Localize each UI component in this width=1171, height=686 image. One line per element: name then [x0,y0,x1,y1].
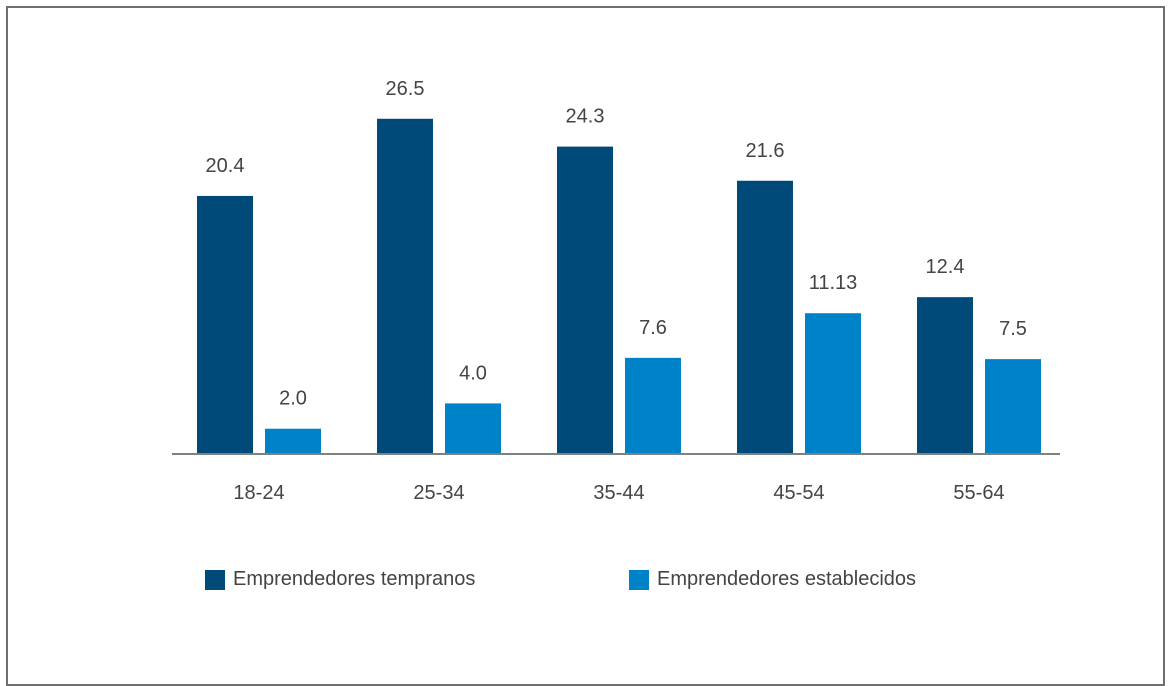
data-label-series-2-45-54: 11.13 [809,272,858,294]
x-tick-label-55-64: 55-64 [953,482,1004,504]
legend-label-series-2: Emprendedores establecidos [657,568,917,590]
data-label-series-1-25-34: 26.5 [386,78,425,100]
data-label-series-1-45-54: 21.6 [746,140,785,162]
data-label-series-2-35-44: 7.6 [639,317,667,339]
bar-series-1-55-64 [917,297,973,454]
x-tick-label-45-54: 45-54 [773,482,824,504]
data-label-series-2-18-24: 2.0 [279,388,307,410]
bar-series-2-18-24 [265,428,321,454]
data-label-series-1-35-44: 24.3 [566,106,605,128]
x-tick-label-35-44: 35-44 [593,482,644,504]
legend-item-series-1: Emprendedores tempranos [205,568,475,591]
legend-item-series-2: Emprendedores establecidos [629,568,916,591]
data-label-series-2-25-34: 4.0 [459,362,487,384]
bar-series-2-35-44 [625,357,681,454]
legend-swatch-series-1 [205,569,225,590]
bar-series-1-35-44 [557,146,613,455]
data-label-series-2-55-64: 7.5 [999,318,1027,340]
legend-swatch-series-2 [629,569,649,590]
legend-label-series-1: Emprendedores tempranos [233,568,476,590]
bar-series-1-25-34 [377,118,433,455]
data-label-series-1-55-64: 12.4 [926,256,965,278]
chart-legend: Emprendedores tempranos Emprendedores es… [0,568,1171,596]
x-tick-label-18-24: 18-24 [233,482,284,504]
bar-series-2-25-34 [445,403,501,454]
bar-series-2-55-64 [985,359,1041,454]
bar-series-2-45-54 [805,313,861,454]
data-label-series-1-18-24: 20.4 [206,155,245,177]
bar-series-1-45-54 [737,180,793,454]
x-tick-label-25-34: 25-34 [413,482,464,504]
bar-series-1-18-24 [197,195,253,454]
